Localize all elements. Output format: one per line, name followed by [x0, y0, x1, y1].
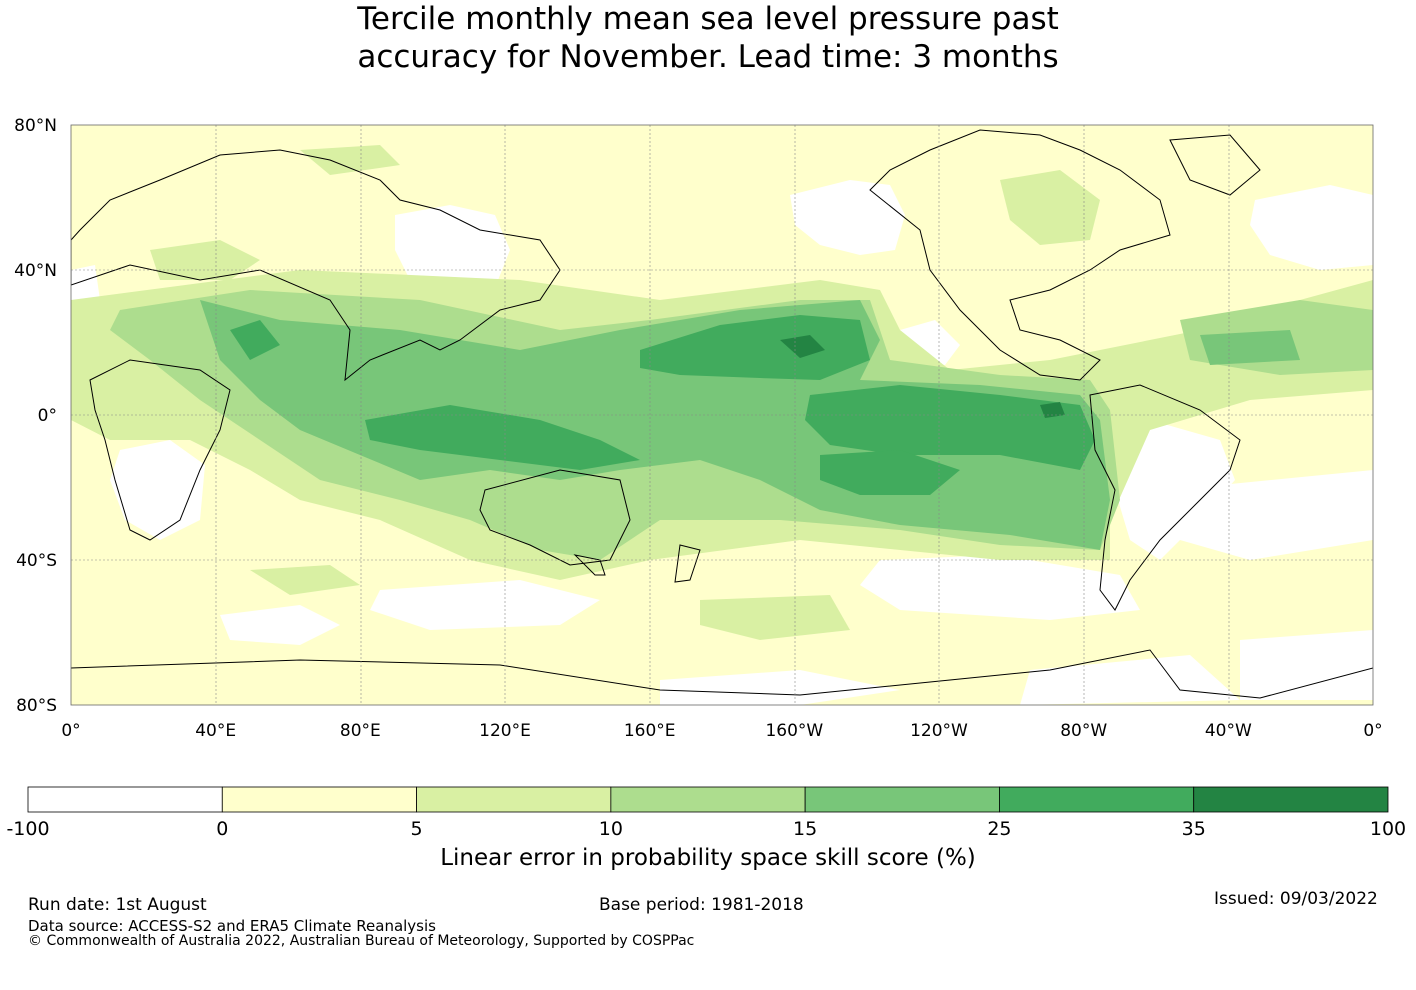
colorbar-tick-label: 35: [1182, 818, 1206, 840]
lon-tick-label: 80°W: [1060, 721, 1107, 741]
map-frame: [70, 124, 1374, 706]
lon-tick-label: 40°W: [1205, 721, 1252, 741]
lon-tick-label: 0°: [1363, 721, 1382, 741]
skill-35-plus-regions: [780, 335, 1065, 418]
lat-tick-label: 80°S: [16, 696, 57, 716]
colorbar-tick-label: 15: [793, 818, 817, 840]
lon-tick-label: 40°E: [195, 721, 236, 741]
colorbar-swatch: [999, 786, 1195, 813]
lon-tick-label: 160°W: [765, 721, 823, 741]
colorbar-swatch: [416, 786, 612, 813]
copyright: © Commonwealth of Australia 2022, Austra…: [28, 933, 695, 949]
lon-tick-label: 120°E: [479, 721, 531, 741]
colorbar-swatch: [804, 786, 1000, 813]
longitude-tick-labels: 0° 40°E 80°E 120°E 160°E 160°W 120°W 80°W 40°W 0°: [61, 721, 1382, 741]
lon-tick-label: 80°E: [340, 721, 381, 741]
colorbar-swatch: [1193, 786, 1389, 813]
colorbar-label: Linear error in probability space skill …: [440, 845, 976, 871]
lon-tick-label: 120°W: [910, 721, 968, 741]
lat-tick-label: 40°N: [14, 261, 57, 281]
skill-score-field: [71, 125, 1373, 705]
chart-title: Tercile monthly mean sea level pressure …: [0, 0, 1416, 76]
colorbar: [27, 786, 1389, 813]
base-period: Base period: 1981-2018: [599, 895, 804, 915]
colorbar-tick-label: 100: [1370, 818, 1406, 840]
colorbar-tick-label: 25: [987, 818, 1011, 840]
lon-tick-label: 0°: [61, 721, 80, 741]
gridlines: [71, 125, 1373, 705]
issued-date: Issued: 09/03/2022: [1214, 889, 1378, 909]
lat-tick-label: 0°: [38, 406, 57, 426]
colorbar-swatch: [27, 786, 223, 813]
title-line-1: Tercile monthly mean sea level pressure …: [357, 1, 1059, 37]
colorbar-tick-label: 5: [411, 818, 423, 840]
title-line-2: accuracy for November. Lead time: 3 mont…: [357, 39, 1059, 75]
latitude-tick-labels: 80°N 40°N 0° 40°S 80°S: [14, 116, 57, 716]
colorbar-swatch: [610, 786, 806, 813]
colorbar-tick-label: 0: [216, 818, 228, 840]
colorbar-tick-label: -100: [6, 818, 49, 840]
colorbar-tick-labels: -100 0 5 10 15 25 35 100: [6, 818, 1406, 840]
lat-tick-label: 80°N: [14, 116, 57, 136]
negative-skill-regions: [71, 180, 1373, 705]
data-source: Data source: ACCESS-S2 and ERA5 Climate …: [28, 917, 436, 935]
colorbar-swatch: [221, 786, 417, 813]
skill-25-35-regions: [230, 315, 1095, 495]
lon-tick-label: 160°E: [624, 721, 676, 741]
run-date: Run date: 1st August: [28, 895, 207, 915]
lat-tick-label: 40°S: [16, 551, 57, 571]
colorbar-tick-label: 10: [599, 818, 623, 840]
